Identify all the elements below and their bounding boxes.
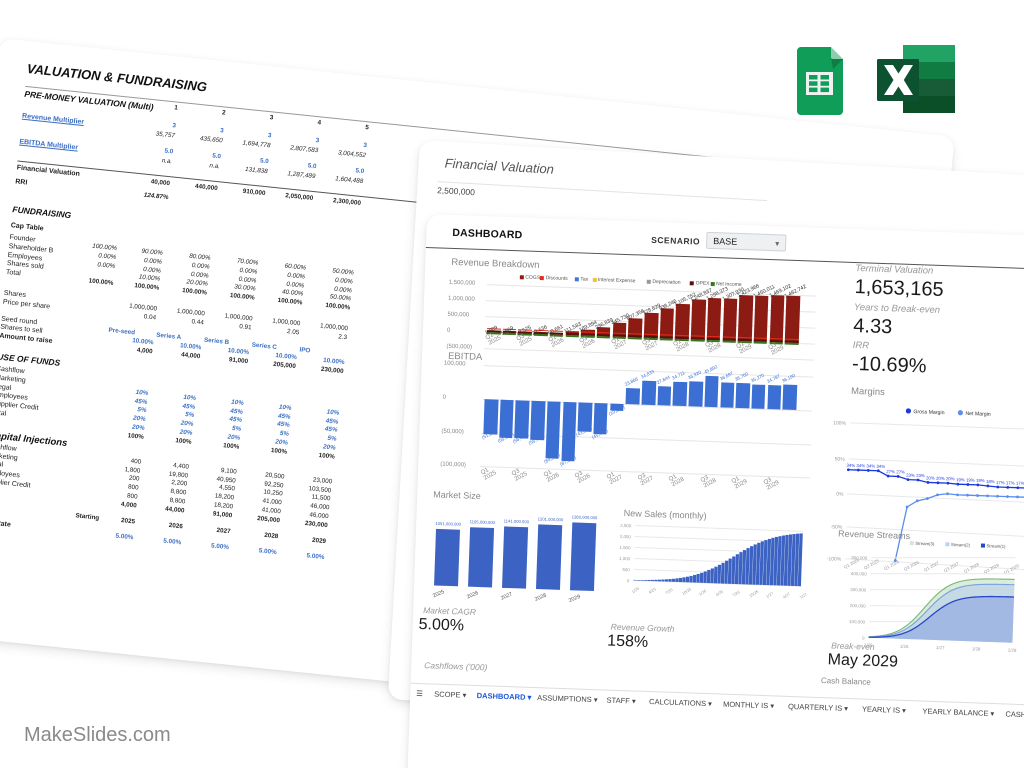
- svg-text:2025: 2025: [432, 589, 445, 599]
- svg-text:2029: 2029: [568, 594, 581, 604]
- svg-text:Stream(1): Stream(1): [986, 543, 1006, 549]
- svg-text:0: 0: [862, 635, 865, 640]
- svg-text:20%: 20%: [946, 476, 955, 481]
- svg-text:1051,000,000: 1051,000,000: [435, 521, 461, 527]
- svg-text:4/26: 4/26: [715, 588, 725, 597]
- svg-text:2,500: 2,500: [620, 523, 632, 528]
- svg-text:200,000: 200,000: [850, 603, 867, 609]
- svg-text:1/26: 1/26: [698, 588, 708, 597]
- svg-text:1201,000,000: 1201,000,000: [538, 516, 564, 522]
- svg-text:7/27: 7/27: [799, 591, 809, 600]
- svg-text:2,000: 2,000: [620, 534, 632, 539]
- svg-text:23%: 23%: [906, 473, 915, 478]
- svg-text:Stream(2): Stream(2): [951, 542, 971, 548]
- svg-text:27%: 27%: [896, 469, 905, 474]
- svg-text:17%: 17%: [996, 480, 1005, 485]
- svg-text:2026: 2026: [466, 590, 479, 600]
- svg-text:2027: 2027: [500, 591, 513, 601]
- svg-text:1,500: 1,500: [619, 545, 631, 550]
- svg-text:Net Margin: Net Margin: [965, 411, 991, 418]
- svg-text:7/26: 7/26: [731, 589, 741, 598]
- svg-text:23%: 23%: [916, 473, 925, 478]
- svg-text:1,000: 1,000: [619, 556, 631, 561]
- svg-text:Stream(3): Stream(3): [915, 541, 935, 547]
- svg-text:7/25: 7/25: [664, 587, 674, 596]
- svg-text:34%: 34%: [866, 463, 875, 468]
- svg-text:18%: 18%: [986, 479, 995, 484]
- svg-text:19%: 19%: [956, 477, 965, 482]
- svg-text:1/29: 1/29: [1008, 648, 1017, 653]
- svg-text:19%: 19%: [976, 478, 985, 483]
- svg-text:1141,000,000: 1141,000,000: [504, 518, 530, 524]
- svg-text:0%: 0%: [836, 491, 844, 497]
- svg-text:34%: 34%: [856, 463, 865, 468]
- svg-text:1105,000,000: 1105,000,000: [470, 519, 496, 525]
- svg-text:1/27: 1/27: [765, 590, 775, 599]
- svg-text:0: 0: [627, 578, 630, 583]
- svg-text:27%: 27%: [886, 469, 895, 474]
- svg-text:2028: 2028: [534, 593, 547, 603]
- svg-text:300,000: 300,000: [850, 587, 867, 593]
- svg-text:10/25: 10/25: [681, 586, 693, 596]
- svg-text:1/28: 1/28: [972, 646, 981, 651]
- svg-text:400,000: 400,000: [851, 571, 868, 577]
- svg-text:34%: 34%: [876, 464, 885, 469]
- svg-text:10/26: 10/26: [748, 588, 760, 598]
- svg-text:Gross Margin: Gross Margin: [913, 409, 944, 416]
- svg-text:20%: 20%: [926, 475, 935, 480]
- svg-text:1/25: 1/25: [631, 585, 641, 594]
- svg-text:100%: 100%: [833, 420, 847, 426]
- svg-text:20%: 20%: [936, 476, 945, 481]
- svg-text:4/27: 4/27: [782, 591, 792, 600]
- svg-text:500: 500: [622, 567, 630, 572]
- svg-text:1/27: 1/27: [936, 645, 945, 650]
- svg-text:17%: 17%: [1016, 481, 1024, 486]
- svg-text:100,000: 100,000: [849, 619, 866, 625]
- svg-text:34%: 34%: [846, 463, 855, 468]
- svg-text:19%: 19%: [966, 477, 975, 482]
- svg-text:17%: 17%: [1006, 480, 1015, 485]
- svg-text:50%: 50%: [835, 456, 846, 462]
- svg-text:1260,000,000: 1260,000,000: [572, 514, 598, 520]
- svg-text:4/25: 4/25: [647, 586, 657, 595]
- svg-text:500,000: 500,000: [851, 555, 868, 561]
- svg-text:1/26: 1/26: [900, 644, 909, 649]
